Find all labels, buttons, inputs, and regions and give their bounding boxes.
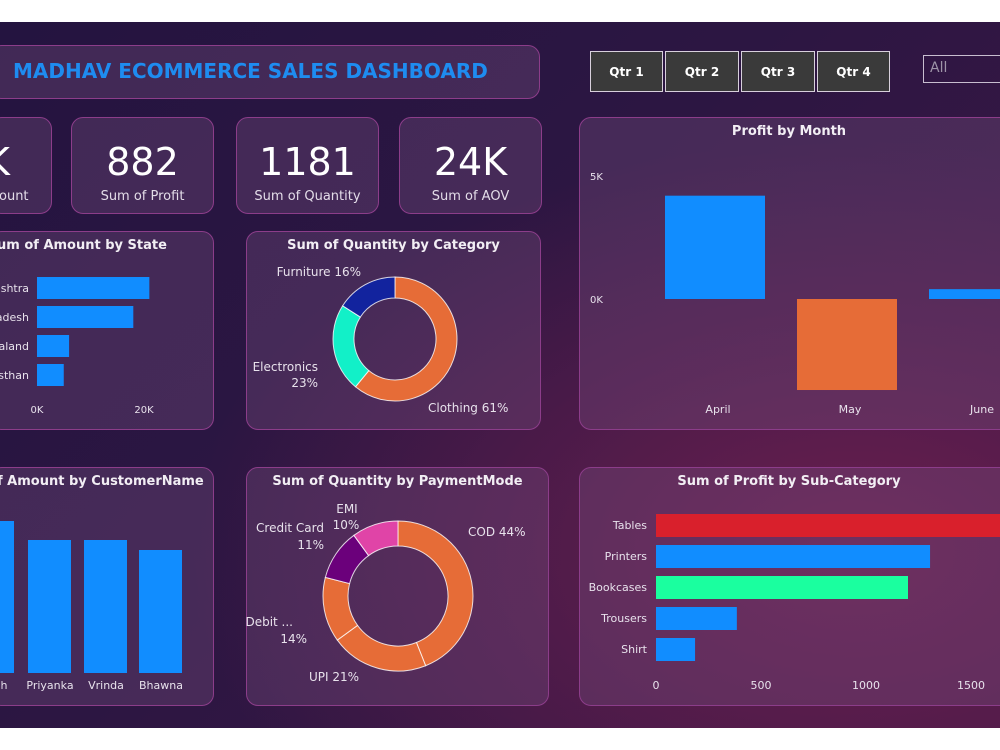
qtr1-button[interactable]: Qtr 1 — [590, 51, 663, 92]
kpi-label: Sum of Quantity — [254, 189, 361, 204]
payment-chart-card: Sum of Quantity by PaymentMode — [246, 467, 549, 706]
kpi-label: Sum of Profit — [100, 189, 185, 204]
chart-title: Sum of Profit by Sub-Category — [677, 474, 901, 489]
dashboard: MADHAV ECOMMERCE SALES DASHBOARD Qtr 1 Q… — [0, 22, 1000, 728]
month-chart-card: Profit by Month — [579, 117, 1000, 430]
kpi-quantity: 1181 Sum of Quantity — [236, 117, 379, 214]
kpi-value: K — [0, 140, 51, 184]
state-chart-card: um of Amount by State — [0, 231, 214, 430]
kpi-label: ount — [0, 189, 29, 204]
kpi-amount: Kount — [0, 117, 52, 214]
qtr4-button[interactable]: Qtr 4 — [817, 51, 890, 92]
category-chart-card: Sum of Quantity by Category — [246, 231, 541, 430]
kpi-value: 1181 — [259, 140, 356, 184]
page-title: MADHAV ECOMMERCE SALES DASHBOARD — [13, 59, 488, 83]
chart-title: f Amount by CustomerName — [0, 474, 204, 489]
kpi-value: 24K — [433, 140, 508, 184]
title-banner: MADHAV ECOMMERCE SALES DASHBOARD — [0, 45, 540, 99]
chart-title: um of Amount by State — [0, 238, 167, 253]
kpi-aov: 24K Sum of AOV — [399, 117, 542, 214]
kpi-value: 882 — [106, 140, 179, 184]
qtr2-button[interactable]: Qtr 2 — [665, 51, 739, 92]
chart-title: Sum of Quantity by Category — [287, 238, 500, 253]
subcategory-chart-card: Sum of Profit by Sub-Category — [579, 467, 1000, 706]
kpi-label: Sum of AOV — [431, 189, 510, 204]
filter-dropdown[interactable]: All — [923, 55, 1000, 83]
kpi-profit: 882 Sum of Profit — [71, 117, 214, 214]
chart-title: Sum of Quantity by PaymentMode — [272, 474, 523, 489]
qtr3-button[interactable]: Qtr 3 — [741, 51, 815, 92]
chart-title: Profit by Month — [731, 124, 847, 139]
customer-chart-card: f Amount by CustomerName — [0, 467, 214, 706]
